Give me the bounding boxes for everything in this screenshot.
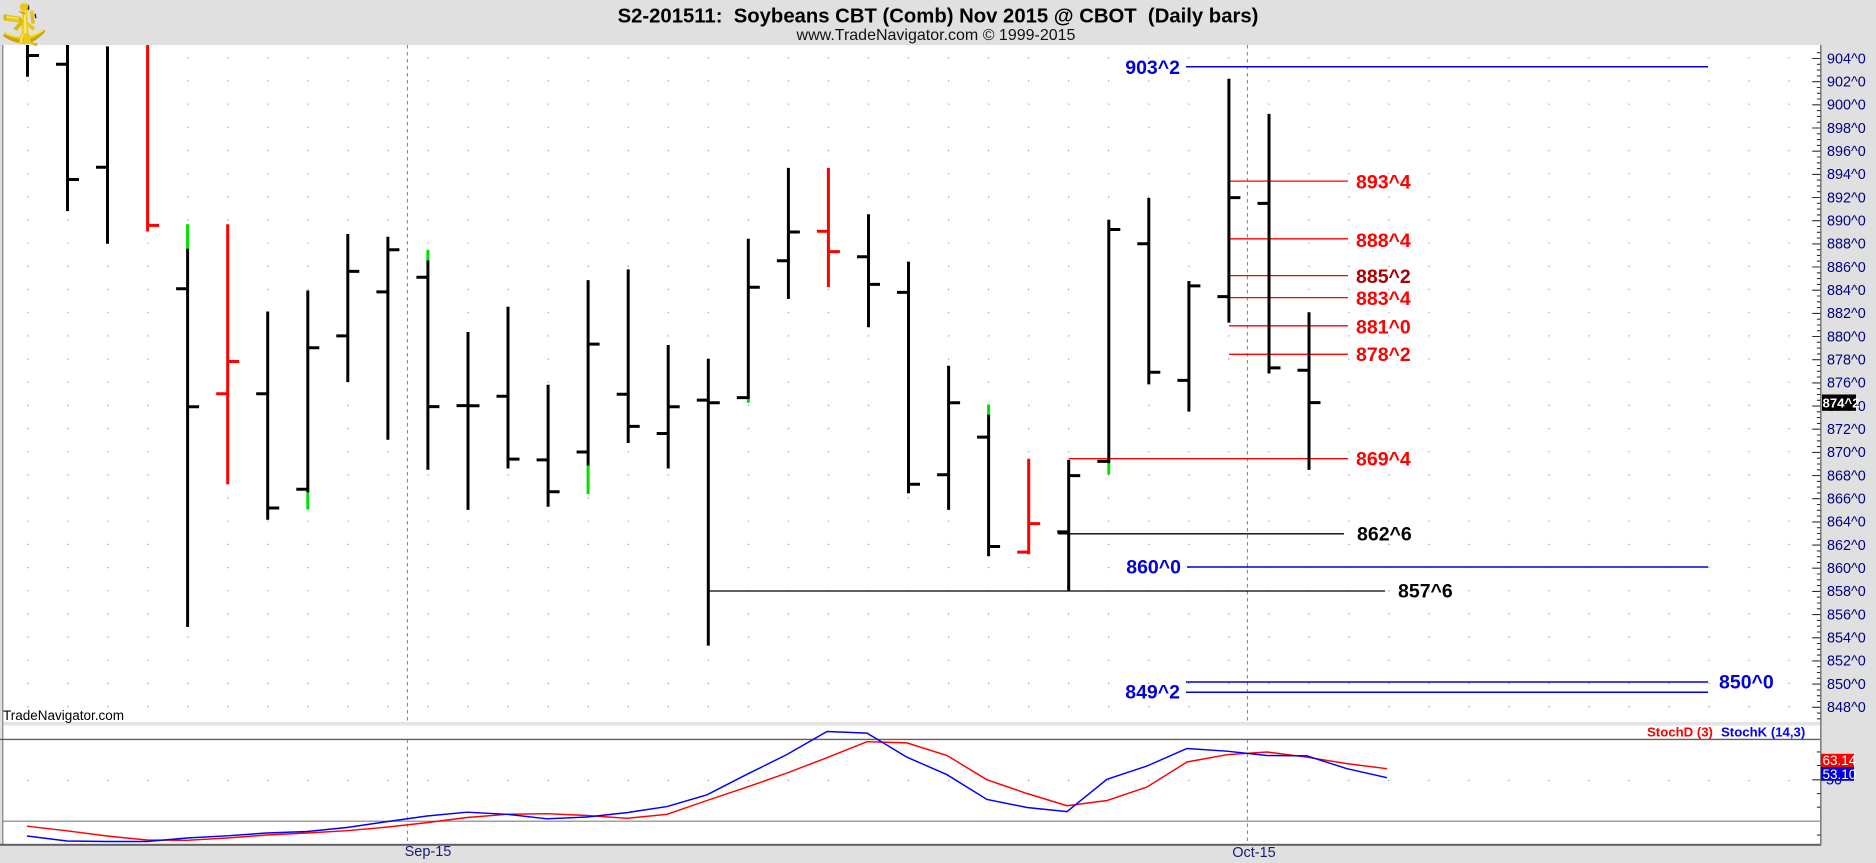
svg-text:TradeNavigator.com: TradeNavigator.com <box>3 708 124 723</box>
svg-text:904^0: 904^0 <box>1827 51 1866 67</box>
svg-text:852^0: 852^0 <box>1827 654 1866 670</box>
svg-text:885^2: 885^2 <box>1356 266 1411 288</box>
svg-text:862^6: 862^6 <box>1357 523 1412 545</box>
svg-text:883^4: 883^4 <box>1356 288 1411 310</box>
svg-text:882^0: 882^0 <box>1827 306 1866 322</box>
svg-text:850^0: 850^0 <box>1827 677 1866 693</box>
svg-text:878^0: 878^0 <box>1827 353 1866 369</box>
svg-text:860^0: 860^0 <box>1126 556 1181 578</box>
svg-text:www.TradeNavigator.com © 1999-: www.TradeNavigator.com © 1999-2015 <box>796 27 1076 44</box>
svg-text:898^0: 898^0 <box>1827 121 1866 137</box>
svg-text:868^0: 868^0 <box>1827 468 1866 484</box>
svg-text:900^0: 900^0 <box>1827 98 1866 114</box>
svg-text:894^0: 894^0 <box>1827 167 1866 183</box>
svg-text:856^0: 856^0 <box>1827 607 1866 623</box>
svg-text:864^0: 864^0 <box>1827 515 1866 531</box>
svg-text:884^0: 884^0 <box>1827 283 1866 299</box>
svg-text:902^0: 902^0 <box>1827 75 1866 91</box>
svg-text:888^4: 888^4 <box>1356 230 1411 252</box>
svg-text:881^0: 881^0 <box>1356 316 1411 338</box>
svg-text:874^2: 874^2 <box>1823 396 1860 411</box>
svg-text:876^0: 876^0 <box>1827 376 1866 392</box>
svg-text:870^0: 870^0 <box>1827 445 1866 461</box>
svg-text:903^2: 903^2 <box>1125 57 1180 79</box>
svg-text:886^0: 886^0 <box>1827 260 1866 276</box>
svg-text:862^0: 862^0 <box>1827 538 1866 554</box>
svg-text:860^0: 860^0 <box>1827 561 1866 577</box>
svg-text:896^0: 896^0 <box>1827 144 1866 160</box>
svg-text:850^0: 850^0 <box>1719 671 1774 693</box>
svg-text:53.10: 53.10 <box>1823 767 1857 782</box>
svg-text:893^4: 893^4 <box>1356 172 1411 194</box>
svg-text:890^0: 890^0 <box>1827 214 1866 230</box>
svg-text:880^0: 880^0 <box>1827 329 1866 345</box>
svg-text:866^0: 866^0 <box>1827 492 1866 508</box>
svg-text:S2-201511: Soybeans CBT (Comb: S2-201511: Soybeans CBT (Comb) Nov 2015 … <box>618 6 1259 28</box>
svg-text:Sep-15: Sep-15 <box>405 844 452 860</box>
svg-text:StochD (3): StochD (3) <box>1647 725 1713 740</box>
svg-text:StochK (14,3): StochK (14,3) <box>1721 725 1805 740</box>
svg-text:888^0: 888^0 <box>1827 237 1866 253</box>
svg-text:Oct-15: Oct-15 <box>1232 845 1276 861</box>
svg-text:849^2: 849^2 <box>1125 681 1180 703</box>
svg-text:63.14: 63.14 <box>1823 753 1857 768</box>
svg-text:848^0: 848^0 <box>1827 700 1866 716</box>
svg-text:892^0: 892^0 <box>1827 190 1866 206</box>
svg-text:878^2: 878^2 <box>1356 344 1411 366</box>
svg-text:858^0: 858^0 <box>1827 584 1866 600</box>
svg-text:872^0: 872^0 <box>1827 422 1866 438</box>
svg-text:857^6: 857^6 <box>1398 580 1453 602</box>
svg-text:854^0: 854^0 <box>1827 631 1866 647</box>
svg-text:869^4: 869^4 <box>1356 449 1411 471</box>
